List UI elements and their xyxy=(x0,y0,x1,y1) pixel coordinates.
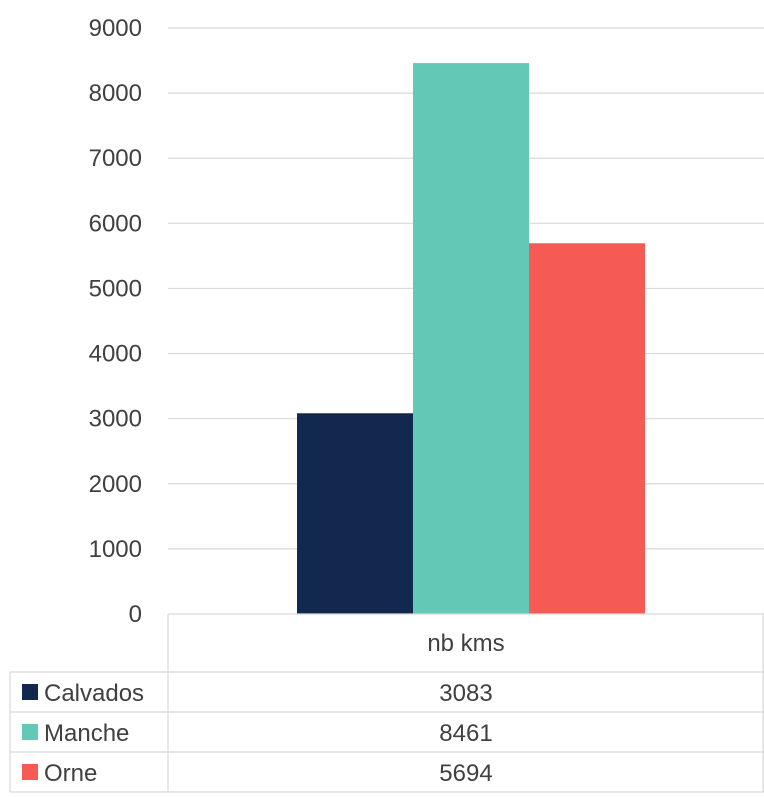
y-tick-label: 6000 xyxy=(89,210,142,237)
bar-orne xyxy=(529,243,645,615)
legend-swatch-orne xyxy=(22,764,38,780)
y-tick-label: 1000 xyxy=(89,536,142,563)
legend-label: Calvados xyxy=(44,680,144,707)
bar-calvados xyxy=(297,413,413,614)
y-tick-label: 8000 xyxy=(89,80,142,107)
y-tick-label: 7000 xyxy=(89,145,142,172)
legend-label: Manche xyxy=(44,720,129,747)
data-label: 3083 xyxy=(439,680,492,707)
y-axis-ticks: 0 1000 2000 3000 4000 5000 6000 7000 8000 9000 xyxy=(89,15,142,628)
bars xyxy=(297,63,645,615)
y-tick-label: 2000 xyxy=(89,471,142,498)
legend-label: Orne xyxy=(44,760,97,787)
data-table: nb kms Calvados 3083 Manche 8461 Orne 5694 xyxy=(9,613,764,793)
table-header: nb kms xyxy=(427,630,504,657)
legend-swatch-manche xyxy=(22,724,38,740)
y-tick-label: 4000 xyxy=(89,341,142,368)
bar-manche xyxy=(413,63,529,614)
y-tick-label: 5000 xyxy=(89,275,142,302)
y-tick-label: 0 xyxy=(129,601,142,628)
data-label: 5694 xyxy=(439,760,492,787)
y-tick-label: 3000 xyxy=(89,406,142,433)
y-tick-label: 9000 xyxy=(89,15,142,42)
data-label: 8461 xyxy=(439,720,492,747)
legend-swatch-calvados xyxy=(22,684,38,700)
